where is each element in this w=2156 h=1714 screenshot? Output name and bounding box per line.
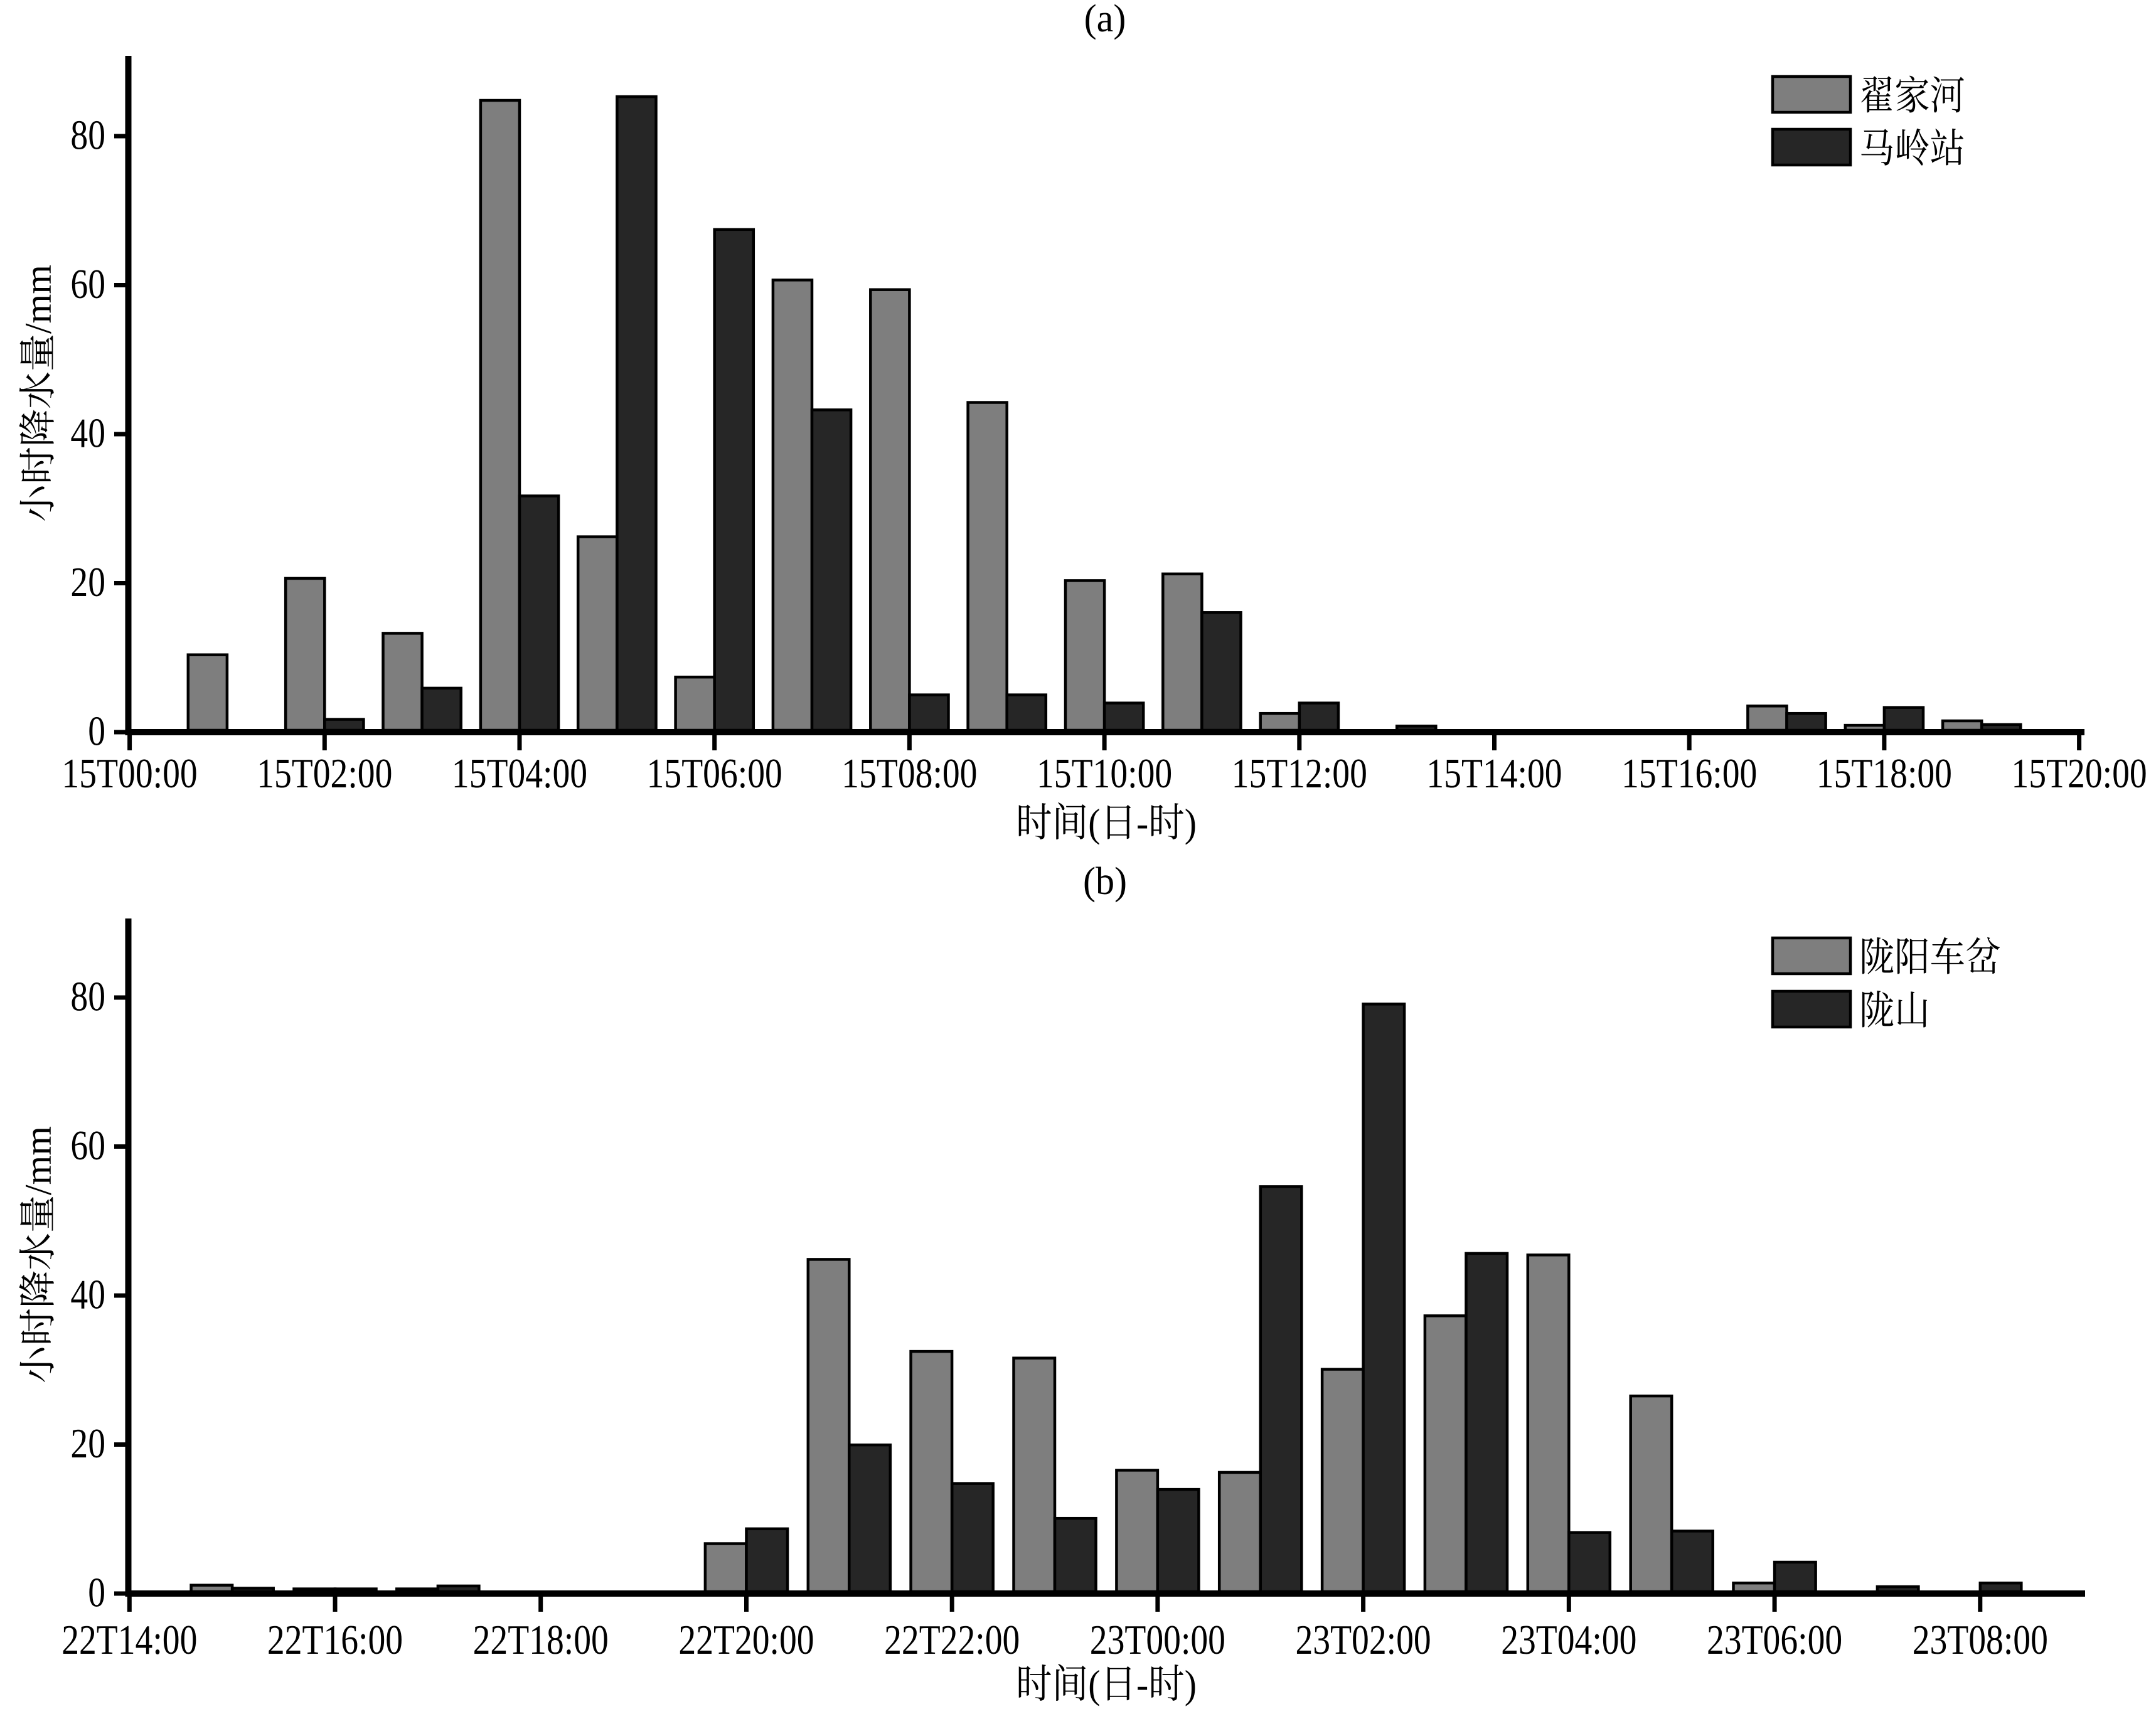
svg-text:/mm: /mm xyxy=(18,1126,59,1195)
svg-text:23T00:00: 23T00:00 xyxy=(1090,1617,1225,1663)
svg-text:23T02:00: 23T02:00 xyxy=(1296,1617,1431,1663)
svg-text:0: 0 xyxy=(88,708,105,755)
svg-text:15T20:00: 15T20:00 xyxy=(2012,750,2147,797)
svg-text:/mm: /mm xyxy=(18,265,59,334)
svg-text:15T06:00: 15T06:00 xyxy=(647,750,782,797)
svg-text:23T06:00: 23T06:00 xyxy=(1707,1617,1842,1663)
svg-text:60: 60 xyxy=(70,1122,105,1169)
svg-text:22T20:00: 22T20:00 xyxy=(678,1617,814,1663)
svg-text:60: 60 xyxy=(70,261,105,307)
svg-text:15T04:00: 15T04:00 xyxy=(452,750,587,797)
svg-text:(: ( xyxy=(1088,801,1100,845)
svg-text:15T18:00: 15T18:00 xyxy=(1817,750,1952,797)
svg-text:(b): (b) xyxy=(1083,860,1127,903)
svg-text:): ) xyxy=(1185,1663,1197,1706)
svg-text:22T16:00: 22T16:00 xyxy=(267,1617,403,1663)
svg-text:23T04:00: 23T04:00 xyxy=(1501,1617,1636,1663)
svg-text:(: ( xyxy=(1088,1663,1100,1706)
svg-text:40: 40 xyxy=(70,410,105,457)
svg-text:15T02:00: 15T02:00 xyxy=(257,750,392,797)
svg-text:22T22:00: 22T22:00 xyxy=(884,1617,1020,1663)
svg-text:22T14:00: 22T14:00 xyxy=(61,1617,197,1663)
svg-text:22T18:00: 22T18:00 xyxy=(473,1617,609,1663)
svg-text:23T08:00: 23T08:00 xyxy=(1913,1617,2048,1663)
svg-text:15T00:00: 15T00:00 xyxy=(62,750,198,797)
svg-text:-: - xyxy=(1136,1663,1148,1706)
svg-text:-: - xyxy=(1136,801,1148,845)
svg-text:15T12:00: 15T12:00 xyxy=(1232,750,1367,797)
svg-text:): ) xyxy=(1185,801,1197,845)
svg-text:15T14:00: 15T14:00 xyxy=(1426,750,1562,797)
svg-text:40: 40 xyxy=(70,1272,105,1318)
svg-text:15T10:00: 15T10:00 xyxy=(1037,750,1172,797)
svg-text:15T16:00: 15T16:00 xyxy=(1621,750,1757,797)
svg-text:20: 20 xyxy=(70,1420,105,1467)
svg-text:80: 80 xyxy=(70,112,105,159)
svg-text:15T08:00: 15T08:00 xyxy=(841,750,977,797)
svg-text:20: 20 xyxy=(70,559,105,605)
svg-text:80: 80 xyxy=(70,974,105,1020)
svg-text:(a): (a) xyxy=(1084,0,1126,40)
svg-text:0: 0 xyxy=(88,1570,105,1616)
